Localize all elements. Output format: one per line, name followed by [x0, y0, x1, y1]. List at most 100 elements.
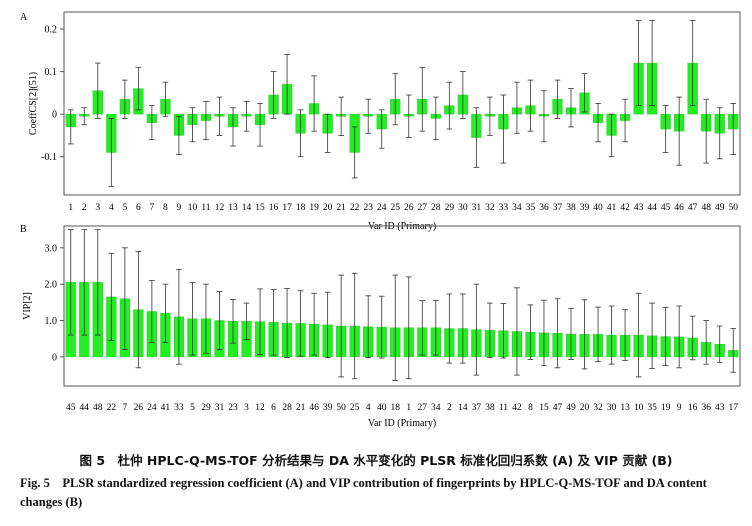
x-tick-label-a-46: 46 [674, 203, 684, 213]
x-tick-label-a-22: 22 [350, 203, 360, 213]
x-tick-label-b-30: 30 [607, 403, 617, 413]
x-tick-label-b-16: 16 [688, 403, 698, 413]
x-tick-label-b-1: 1 [406, 403, 411, 413]
x-tick-label-b-35: 35 [647, 403, 657, 413]
x-tick-label-a-33: 33 [499, 203, 509, 213]
x-tick-label-b-36: 36 [701, 403, 711, 413]
y-tick-label-b: 3.0 [45, 243, 58, 254]
x-tick-label-b-25: 25 [350, 403, 360, 413]
x-tick-label-b-42: 42 [512, 403, 522, 413]
x-tick-label-b-24: 24 [147, 403, 157, 413]
x-tick-label-b-19: 19 [661, 403, 671, 413]
x-tick-label-a-4: 4 [109, 203, 114, 213]
x-tick-label-b-40: 40 [377, 403, 387, 413]
x-tick-label-a-16: 16 [269, 203, 279, 213]
x-tick-label-a-9: 9 [177, 203, 182, 213]
x-tick-label-a-23: 23 [363, 203, 373, 213]
x-tick-label-a-5: 5 [122, 203, 127, 213]
plot-frame-a [63, 11, 741, 196]
x-tick-label-a-34: 34 [512, 203, 522, 213]
x-tick-label-b-31: 31 [215, 403, 225, 413]
x-tick-label-b-38: 38 [485, 403, 495, 413]
x-tick-label-b-22: 22 [107, 403, 117, 413]
x-tick-label-b-8: 8 [528, 403, 533, 413]
panel-label-b: B [20, 224, 27, 235]
x-tick-label-a-49: 49 [715, 203, 725, 213]
x-tick-label-a-31: 31 [472, 203, 482, 213]
x-tick-label-b-4: 4 [366, 403, 371, 413]
figure-caption-english: Fig. 5 PLSR standardized regression coef… [20, 476, 707, 509]
x-tick-label-a-50: 50 [728, 203, 738, 213]
x-tick-label-b-7: 7 [122, 403, 127, 413]
x-tick-label-b-49: 49 [566, 403, 576, 413]
x-tick-label-b-43: 43 [715, 403, 725, 413]
x-tick-label-a-27: 27 [418, 203, 428, 213]
x-tick-label-b-44: 44 [80, 403, 90, 413]
x-tick-label-a-8: 8 [163, 203, 168, 213]
x-tick-label-a-18: 18 [296, 203, 306, 213]
x-tick-label-a-2: 2 [82, 203, 87, 213]
x-tick-label-b-33: 33 [174, 403, 184, 413]
x-tick-label-b-46: 46 [309, 403, 319, 413]
x-tick-label-a-12: 12 [215, 203, 225, 213]
x-tick-label-a-30: 30 [458, 203, 468, 213]
figure-caption-chinese: 图 5 杜仲 HPLC-Q-MS-TOF 分析结果与 DA 水平变化的 PLSR… [79, 453, 673, 468]
x-tick-label-a-6: 6 [136, 203, 141, 213]
x-tick-label-b-5: 5 [190, 403, 195, 413]
x-axis-label-b: Var ID (Primary) [368, 418, 436, 429]
x-tick-label-b-26: 26 [134, 403, 144, 413]
x-tick-label-a-14: 14 [242, 203, 252, 213]
x-tick-label-b-50: 50 [336, 403, 346, 413]
x-tick-label-a-43: 43 [634, 203, 644, 213]
x-tick-label-a-39: 39 [580, 203, 590, 213]
y-tick-label-b: 1.0 [45, 316, 58, 327]
x-tick-label-a-47: 47 [688, 203, 698, 213]
x-tick-label-a-3: 3 [95, 203, 100, 213]
plot-frame-b [63, 225, 741, 387]
x-tick-label-b-47: 47 [553, 403, 563, 413]
x-tick-label-a-7: 7 [150, 203, 155, 213]
x-tick-label-a-13: 13 [228, 203, 238, 213]
x-tick-label-a-24: 24 [377, 203, 387, 213]
x-tick-label-a-45: 45 [661, 203, 671, 213]
x-tick-label-b-21: 21 [296, 403, 306, 413]
x-tick-label-a-40: 40 [593, 203, 603, 213]
x-tick-label-a-44: 44 [647, 203, 657, 213]
x-tick-label-b-45: 45 [66, 403, 76, 413]
x-tick-label-a-35: 35 [526, 203, 536, 213]
x-tick-label-b-3: 3 [244, 403, 249, 413]
x-tick-label-b-2: 2 [447, 403, 452, 413]
y-tick-label-a: -0.1 [41, 152, 57, 163]
x-tick-label-b-11: 11 [499, 403, 508, 413]
y-tick-label-a: 0.2 [45, 25, 58, 36]
x-tick-label-b-6: 6 [271, 403, 276, 413]
x-tick-label-b-14: 14 [458, 403, 468, 413]
y-axis-label-a: CoeffCS[2](51) [28, 72, 39, 135]
x-tick-label-a-21: 21 [336, 203, 346, 213]
x-tick-label-a-38: 38 [566, 203, 576, 213]
x-tick-label-a-19: 19 [309, 203, 319, 213]
x-tick-label-b-20: 20 [580, 403, 590, 413]
x-tick-label-b-12: 12 [255, 403, 265, 413]
x-tick-label-b-13: 13 [620, 403, 630, 413]
panel-label-a: A [20, 12, 28, 23]
x-tick-label-a-37: 37 [553, 203, 563, 213]
x-tick-label-a-41: 41 [607, 203, 617, 213]
x-tick-label-b-29: 29 [201, 403, 211, 413]
y-axis-label-b: VIP[2] [22, 292, 33, 320]
x-tick-label-b-37: 37 [472, 403, 482, 413]
x-tick-label-a-20: 20 [323, 203, 333, 213]
x-tick-label-b-15: 15 [539, 403, 549, 413]
y-tick-label-b: 0 [52, 352, 57, 363]
x-tick-label-a-32: 32 [485, 203, 495, 213]
x-tick-label-a-28: 28 [431, 203, 441, 213]
x-tick-label-a-11: 11 [201, 203, 210, 213]
x-tick-label-a-17: 17 [282, 203, 292, 213]
x-tick-label-b-17: 17 [728, 403, 738, 413]
x-tick-label-a-42: 42 [620, 203, 630, 213]
x-tick-label-a-15: 15 [255, 203, 265, 213]
x-tick-label-b-32: 32 [593, 403, 603, 413]
y-tick-label-a: 0 [52, 110, 57, 121]
